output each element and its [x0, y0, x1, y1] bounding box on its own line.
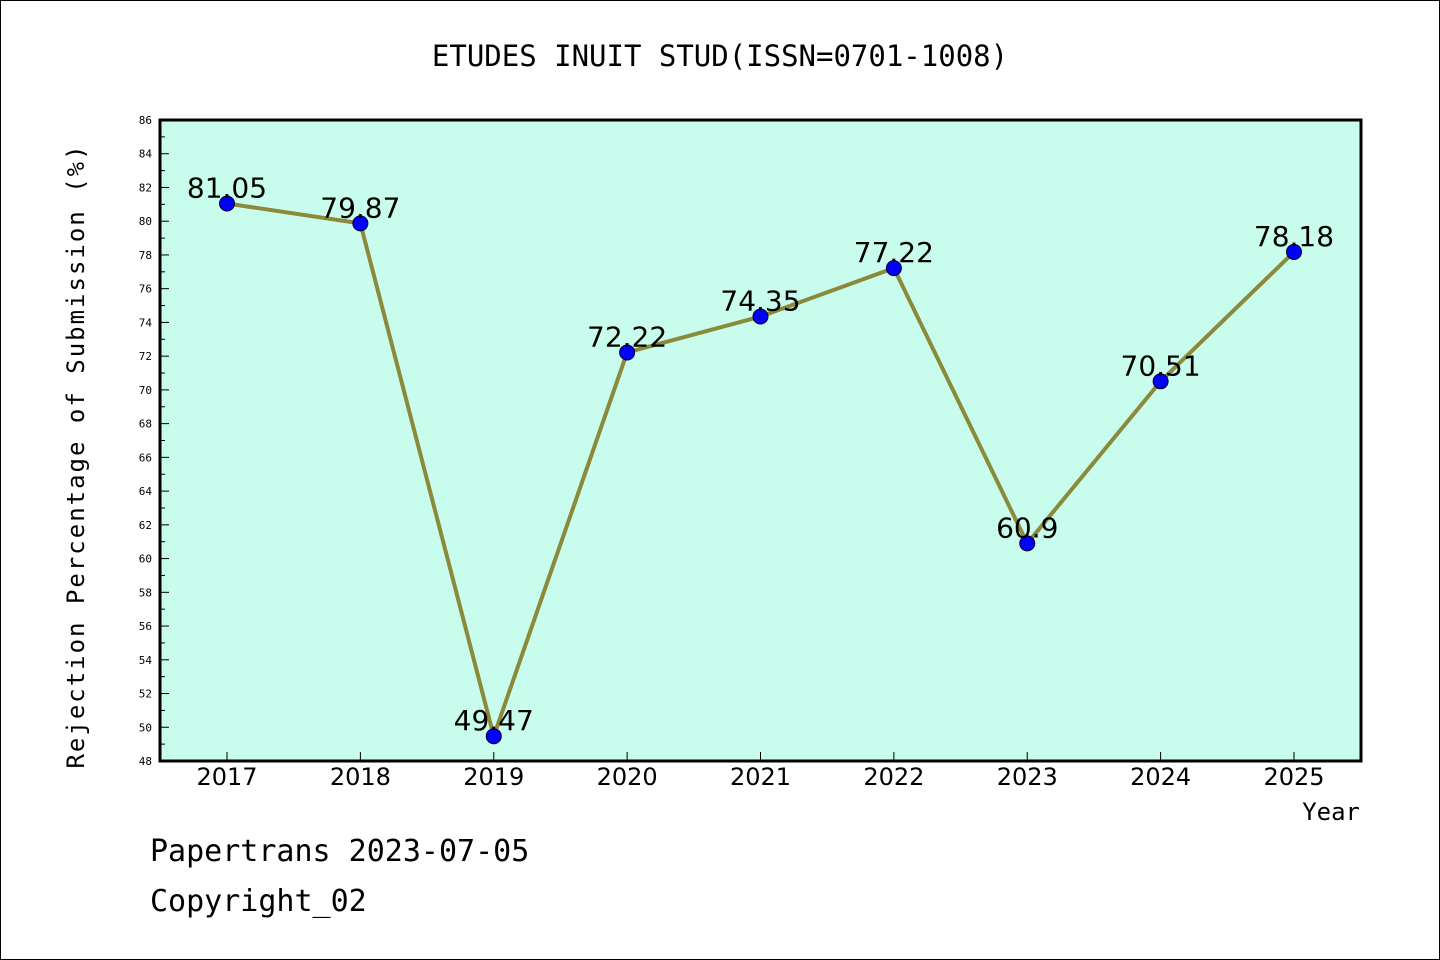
footer-date: Papertrans 2023-07-05: [150, 834, 530, 869]
y-tick-label: 64: [139, 485, 153, 498]
x-tick-label: 2025: [1263, 763, 1324, 791]
data-point: [352, 215, 369, 232]
data-label: 74.35: [720, 285, 800, 318]
x-tick-label: 2019: [463, 763, 524, 791]
x-tick-label: 2017: [196, 763, 257, 791]
y-tick-label: 66: [139, 451, 152, 464]
y-tick-label: 74: [139, 316, 153, 329]
y-tick-label: 54: [139, 654, 153, 667]
data-label: 78.18: [1254, 220, 1334, 253]
data-point: [752, 308, 769, 325]
x-tick-label: 2020: [597, 763, 658, 791]
footer-copyright: Copyright_02: [150, 884, 367, 919]
data-label: 49.47: [454, 704, 534, 737]
data-label: 81.05: [187, 171, 267, 204]
x-tick-label: 2023: [997, 763, 1058, 791]
data-label: 72.22: [587, 320, 667, 353]
y-tick-label: 70: [139, 384, 152, 397]
x-tick-label: 2024: [1130, 763, 1191, 791]
y-axis: 48 50 52 54 56 58 60 62 64 66 68 70 72 74 76 78 80 82 84 86: [139, 114, 169, 768]
data-label: 79.87: [320, 191, 400, 224]
series-line-group: [219, 195, 1302, 745]
data-point: [219, 195, 235, 212]
y-tick-label: 58: [139, 586, 152, 599]
y-tick-label: 72: [139, 350, 152, 363]
chart-title: ETUDES INUIT STUD(ISSN=0701-1008): [432, 39, 1008, 73]
x-tick-label: 2021: [730, 763, 791, 791]
data-point: [485, 728, 502, 745]
data-label: 70.51: [1121, 349, 1201, 382]
y-tick-label: 76: [139, 283, 152, 296]
data-label: 60.9: [996, 511, 1058, 544]
data-point: [1019, 535, 1036, 552]
y-tick-label: 80: [139, 215, 152, 228]
y-tick-label: 68: [139, 418, 152, 431]
x-tick-label: 2022: [863, 763, 924, 791]
y-tick-label: 62: [139, 519, 152, 532]
data-point: [619, 344, 636, 361]
y-tick-label: 60: [139, 553, 152, 566]
x-axis-label: Year: [1302, 798, 1360, 826]
data-labels-group: 81.05 79.87 49.47 72.22 74.35 77.22 60.9 70.51 7…: [187, 171, 1334, 737]
y-tick-label: 50: [139, 721, 152, 734]
y-tick-label: 82: [139, 181, 152, 194]
y-tick-label: 84: [139, 148, 153, 161]
y-tick-label: 86: [139, 114, 152, 127]
x-axis: 2017 2018 2019 2020 2021 2022 2023 2024 2025: [196, 752, 1325, 791]
y-tick-label: 78: [139, 249, 152, 262]
data-label: 77.22: [854, 236, 934, 269]
data-point: [885, 260, 902, 277]
data-point: [1286, 243, 1302, 260]
y-tick-label: 52: [139, 688, 152, 701]
y-tick-label: 56: [139, 620, 152, 633]
x-tick-label: 2018: [330, 763, 391, 791]
y-tick-label: 48: [139, 755, 152, 768]
y-axis-label: Rejection Percentage of Submission (%): [62, 143, 90, 768]
data-point: [1152, 373, 1169, 390]
